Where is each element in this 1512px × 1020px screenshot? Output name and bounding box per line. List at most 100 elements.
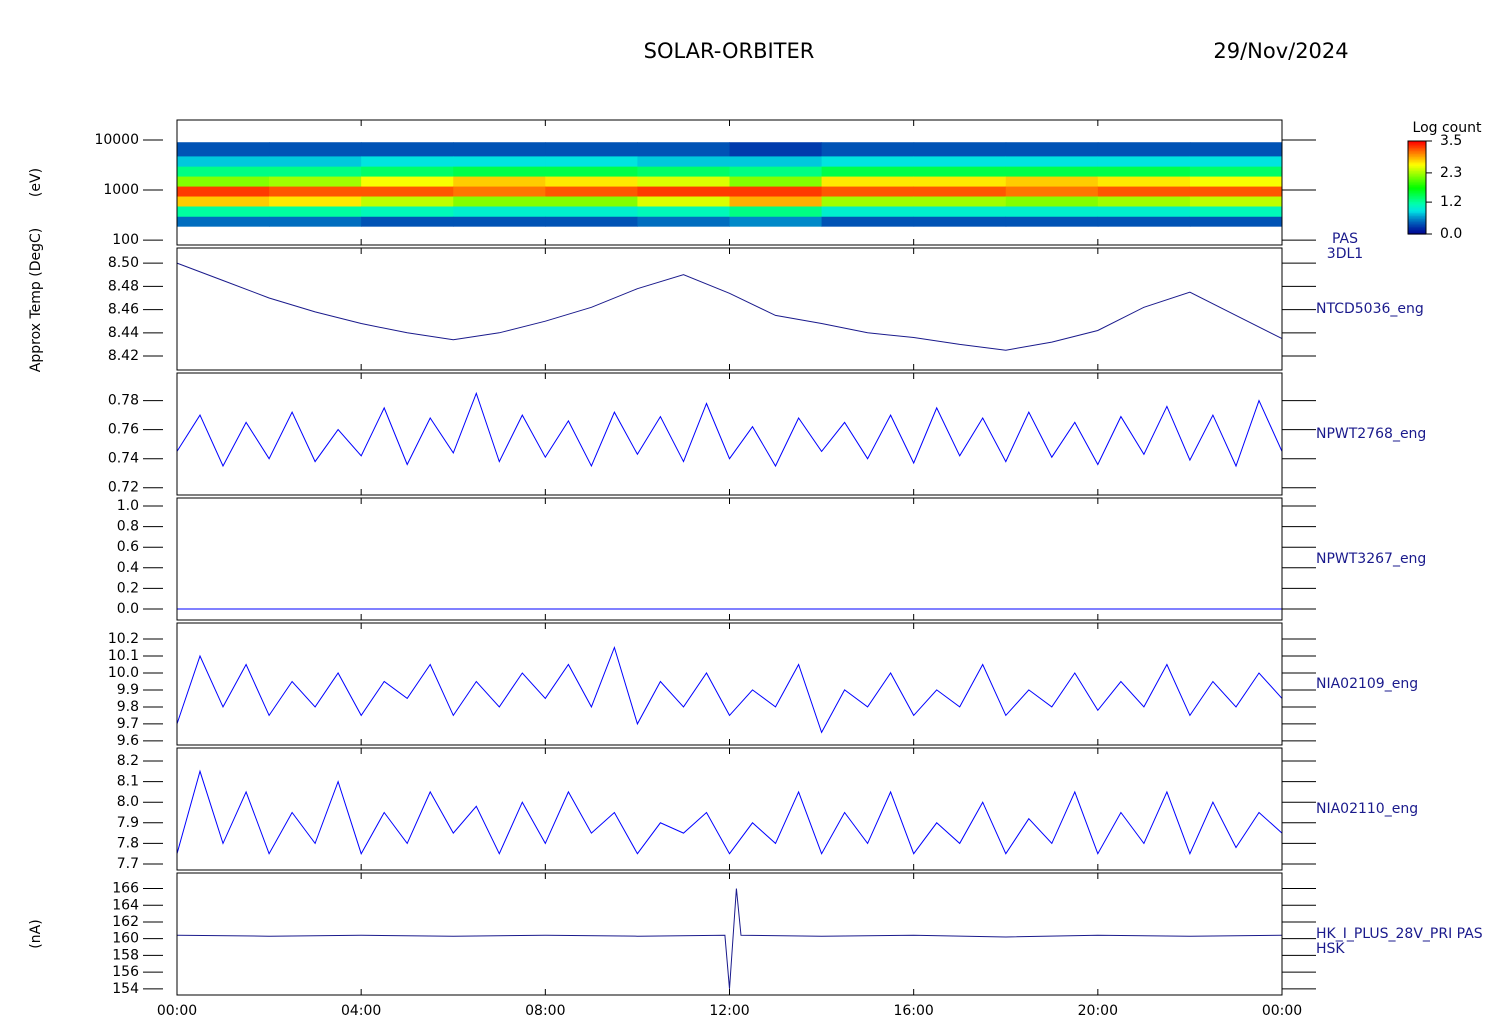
colorbar-step: [1408, 199, 1426, 203]
panel-frame: [176, 372, 1283, 496]
heat-cell: [1005, 155, 1099, 167]
heat-cell: [729, 206, 823, 217]
y-tick-label: 0.8: [117, 519, 139, 535]
heat-cell: [1189, 155, 1283, 167]
heat-cell: [453, 196, 546, 207]
colorbar-tick-label: 0.0: [1440, 226, 1462, 242]
heat-cell: [1189, 196, 1283, 207]
colorbar-step: [1408, 142, 1426, 145]
colorbar-step: [1408, 216, 1426, 220]
colorbar-step: [1408, 210, 1426, 213]
colorbar-step: [1408, 156, 1426, 159]
y-tick-label: 0.78: [108, 393, 139, 409]
heat-cell: [729, 155, 823, 167]
heat-cell: [1097, 186, 1191, 197]
heat-cell: [637, 186, 730, 197]
heat-cell: [913, 206, 1007, 217]
y-axis-label: (nA): [28, 919, 44, 948]
x-tick-label: 08:00: [525, 1003, 565, 1019]
colorbar-step: [1408, 172, 1426, 175]
heat-cell: [913, 196, 1007, 207]
colorbar-step: [1408, 203, 1426, 206]
heat-cell: [269, 186, 362, 197]
colorbar-step: [1408, 185, 1426, 189]
y-tick-label: 164: [112, 897, 139, 913]
colorbar-step: [1408, 229, 1426, 232]
heat-cell: [361, 196, 454, 207]
heat-cell: [545, 176, 638, 187]
y-tick-label: 8.48: [108, 278, 139, 294]
heat-cell: [913, 142, 1007, 157]
heat-cell: [1189, 166, 1283, 177]
data-line: [176, 769, 1283, 856]
y-tick-label: 10000: [94, 132, 139, 148]
heat-cell: [269, 142, 362, 157]
heat-cell: [913, 166, 1007, 177]
x-tick-label: 04:00: [341, 1003, 381, 1019]
colorbar-step: [1408, 207, 1426, 210]
heat-cell: [729, 176, 823, 187]
y-tick-label: 8.1: [117, 774, 139, 790]
heat-cell: [1097, 206, 1191, 217]
heat-cell: [913, 186, 1007, 197]
heat-cell: [913, 176, 1007, 187]
heat-cell: [913, 216, 1007, 227]
colorbar-step: [1408, 168, 1426, 172]
colorbar-step: [1408, 141, 1426, 144]
y-tick-label: 162: [112, 914, 139, 930]
series-label: NPWT3267_eng: [1316, 551, 1426, 567]
heat-cell: [1189, 216, 1283, 227]
colorbar-step: [1408, 184, 1426, 187]
colorbar-step: [1408, 220, 1426, 223]
heat-cell: [545, 206, 638, 217]
heat-cell: [1005, 176, 1099, 187]
heat-cell: [545, 186, 638, 197]
colorbar-step: [1408, 148, 1426, 151]
chart-date: 29/Nov/2024: [1213, 39, 1348, 63]
x-tick-label: 00:00: [1262, 1003, 1302, 1019]
heat-cell: [269, 166, 362, 177]
heat-cell: [729, 166, 823, 177]
y-tick-label: 0.6: [117, 539, 139, 555]
colorbar-step: [1408, 195, 1426, 198]
colorbar-step: [1408, 218, 1426, 221]
colorbar-step: [1408, 196, 1426, 199]
y-tick-label: 8.42: [108, 348, 139, 364]
heat-cell: [1097, 216, 1191, 227]
colorbar-step: [1408, 158, 1426, 161]
colorbar-step: [1408, 215, 1426, 218]
heat-cell: [177, 186, 270, 197]
y-tick-label: 8.46: [108, 302, 139, 318]
heat-cell: [361, 206, 454, 217]
heat-cell: [361, 186, 454, 197]
y-axis-label: Approx Temp (DegC): [28, 228, 44, 372]
colorbar-step: [1408, 144, 1426, 147]
y-tick-label: 8.44: [108, 325, 139, 341]
colorbar-step: [1408, 206, 1426, 209]
colorbar-tick-label: 3.5: [1440, 133, 1462, 149]
colorbar-step: [1408, 213, 1426, 216]
x-tick-label: 16:00: [893, 1003, 933, 1019]
colorbar-step: [1408, 223, 1426, 226]
heat-cell: [177, 166, 270, 177]
heat-cell: [177, 142, 270, 157]
colorbar-step: [1408, 189, 1426, 192]
heat-cell: [453, 216, 546, 227]
heat-cell: [1189, 186, 1283, 197]
colorbar-label: Log count: [1413, 120, 1482, 136]
heat-cell: [1097, 142, 1191, 157]
heat-cell: [545, 142, 638, 157]
y-tick-label: 100: [112, 232, 139, 248]
heat-cell: [1005, 166, 1099, 177]
heat-cell: [729, 186, 823, 197]
y-tick-label: 9.6: [117, 733, 139, 749]
y-tick-label: 7.8: [117, 835, 139, 851]
y-tick-label: 8.0: [117, 794, 139, 810]
y-tick-label: 1.0: [117, 498, 139, 514]
heat-cell: [1097, 155, 1191, 167]
y-tick-label: 8.50: [108, 255, 139, 271]
y-axis-label: (eV): [28, 168, 44, 197]
colorbar-step: [1408, 201, 1426, 204]
colorbar-step: [1408, 150, 1426, 153]
heat-cell: [453, 186, 546, 197]
